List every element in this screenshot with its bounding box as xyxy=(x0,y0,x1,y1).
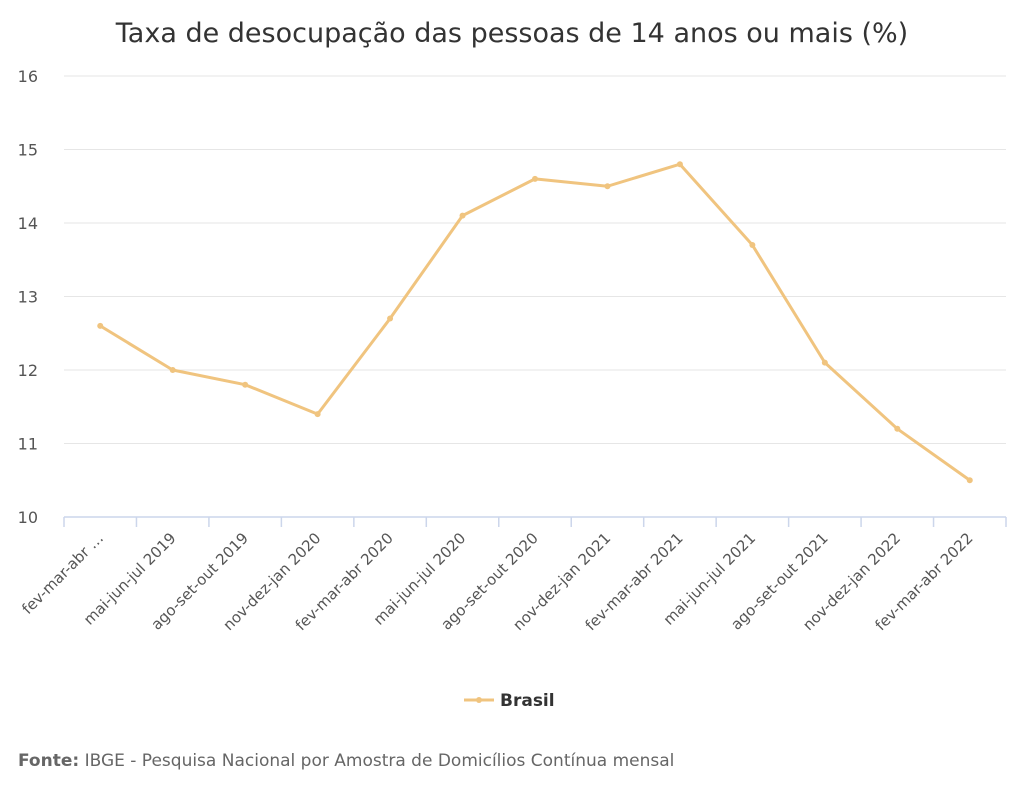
data-point xyxy=(966,477,973,484)
y-tick-label: 12 xyxy=(18,361,38,380)
source-text: IBGE - Pesquisa Nacional por Amostra de … xyxy=(85,751,675,771)
data-point xyxy=(459,212,466,219)
chart-title: Taxa de desocupação das pessoas de 14 an… xyxy=(115,18,908,49)
data-point xyxy=(314,411,321,418)
y-tick-label: 14 xyxy=(18,214,38,233)
series-line-brasil xyxy=(99,162,971,482)
data-point xyxy=(97,322,104,329)
y-tick-label: 13 xyxy=(18,288,38,307)
y-tick-label: 16 xyxy=(18,67,38,86)
data-point xyxy=(749,242,756,249)
y-tick-label: 11 xyxy=(18,435,38,454)
y-tick-label: 15 xyxy=(18,141,38,160)
data-point xyxy=(387,315,394,322)
data-point xyxy=(821,359,828,366)
data-point xyxy=(242,381,249,388)
source-label: Fonte: xyxy=(18,751,79,771)
data-point xyxy=(532,175,538,182)
data-point xyxy=(169,367,176,373)
y-tick-label: 10 xyxy=(18,508,38,527)
legend-label: Brasil xyxy=(500,691,555,711)
legend-marker xyxy=(476,697,482,703)
data-point xyxy=(676,161,683,168)
legend-item-brasil[interactable]: Brasil xyxy=(464,691,555,711)
source-note: Fonte: IBGE - Pesquisa Nacional por Amos… xyxy=(18,751,674,771)
data-point xyxy=(604,183,611,190)
data-point xyxy=(894,425,901,432)
